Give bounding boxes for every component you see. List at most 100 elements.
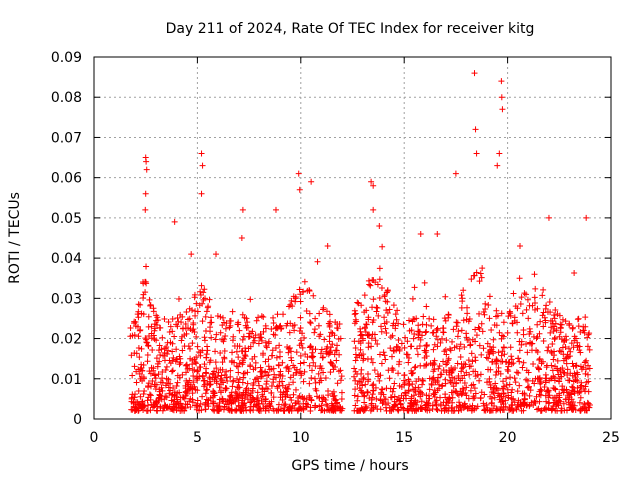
data-point <box>473 332 480 339</box>
data-point <box>204 343 211 350</box>
data-point <box>552 386 559 393</box>
data-point <box>446 369 453 376</box>
data-point <box>415 322 422 329</box>
data-point <box>519 390 526 397</box>
data-point <box>499 398 506 405</box>
data-point <box>583 214 590 221</box>
data-point <box>439 335 446 342</box>
data-point <box>351 365 358 372</box>
data-point <box>571 402 578 409</box>
data-point <box>239 336 246 343</box>
data-point <box>480 402 487 409</box>
data-point <box>458 406 465 413</box>
data-point <box>514 329 521 336</box>
data-point <box>234 375 241 382</box>
data-point <box>562 333 569 340</box>
data-point <box>139 398 146 405</box>
data-point <box>257 334 264 341</box>
data-point <box>326 333 333 340</box>
data-point <box>182 362 189 369</box>
data-point <box>276 382 283 389</box>
data-point <box>307 404 314 411</box>
data-point <box>247 399 254 406</box>
data-point <box>227 317 234 324</box>
data-point <box>194 397 201 404</box>
data-point <box>204 304 211 311</box>
data-point <box>197 364 204 371</box>
data-point <box>227 367 234 374</box>
data-point <box>322 374 329 381</box>
data-point <box>453 403 460 410</box>
data-point <box>144 407 151 414</box>
data-point <box>258 368 265 375</box>
data-point <box>420 377 427 384</box>
data-point <box>511 399 518 406</box>
data-point <box>491 402 498 409</box>
data-point <box>132 319 139 326</box>
data-point <box>270 319 277 326</box>
data-point <box>167 380 174 387</box>
data-point <box>552 407 559 414</box>
data-point <box>373 308 380 315</box>
data-point <box>300 406 307 413</box>
data-point <box>308 375 315 382</box>
data-point <box>286 303 293 310</box>
data-point <box>307 319 314 326</box>
data-point <box>476 342 483 349</box>
chart-title: Day 211 of 2024, Rate Of TEC Index for r… <box>166 21 535 37</box>
data-point <box>128 394 135 401</box>
data-point <box>242 348 249 355</box>
data-point <box>145 402 152 409</box>
data-point <box>466 315 473 322</box>
data-point <box>577 329 584 336</box>
data-point <box>308 178 315 185</box>
data-point <box>320 369 327 376</box>
data-point <box>500 378 507 385</box>
data-point <box>423 353 430 360</box>
data-point <box>517 399 524 406</box>
data-point <box>378 285 385 292</box>
data-point <box>469 358 476 365</box>
data-point <box>405 388 412 395</box>
data-point <box>329 341 336 348</box>
data-point <box>148 323 155 330</box>
data-point <box>473 269 480 276</box>
data-point <box>263 381 270 388</box>
data-point <box>190 373 197 380</box>
data-point <box>290 362 297 369</box>
data-point <box>365 332 372 339</box>
data-point <box>537 407 544 414</box>
data-point <box>275 406 282 413</box>
data-point <box>434 325 441 332</box>
data-point <box>477 371 484 378</box>
data-point <box>233 348 240 355</box>
data-point <box>453 388 460 395</box>
data-point <box>503 375 510 382</box>
data-point <box>457 341 464 348</box>
data-point <box>534 406 541 413</box>
data-point <box>500 333 507 340</box>
data-point <box>373 395 380 402</box>
data-point <box>254 374 261 381</box>
data-point <box>175 296 182 303</box>
data-point <box>520 359 527 366</box>
data-point <box>376 377 383 384</box>
data-point <box>303 396 310 403</box>
data-point <box>255 378 262 385</box>
data-point <box>576 399 583 406</box>
data-point <box>426 386 433 393</box>
data-point <box>376 351 383 358</box>
data-point <box>506 381 513 388</box>
data-point <box>162 366 169 373</box>
data-point <box>395 320 402 327</box>
data-point <box>186 365 193 372</box>
data-point <box>351 373 358 380</box>
data-point <box>317 375 324 382</box>
data-point <box>333 347 340 354</box>
data-point <box>286 365 293 372</box>
data-point <box>382 356 389 363</box>
data-point <box>185 381 192 388</box>
data-point <box>520 407 527 414</box>
data-point <box>426 375 433 382</box>
data-point <box>535 365 542 372</box>
